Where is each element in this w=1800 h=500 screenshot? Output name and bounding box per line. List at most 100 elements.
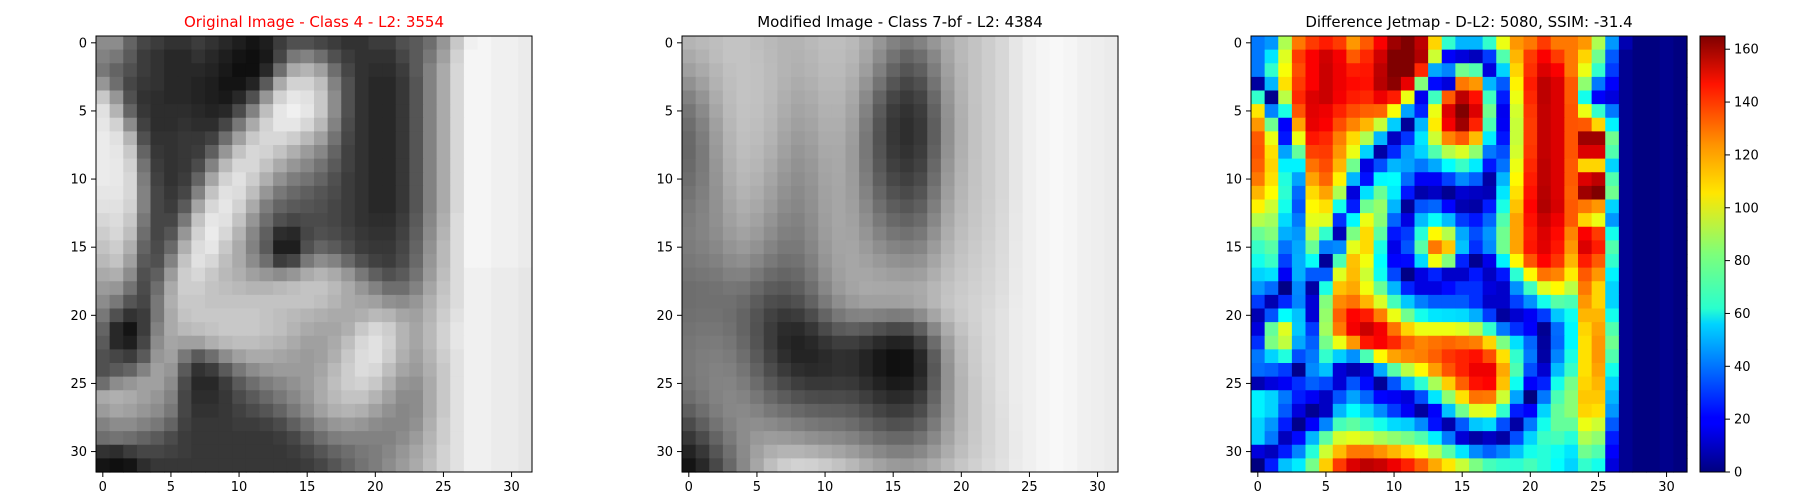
heatmap-cell (177, 36, 192, 51)
y-tick-label: 10 (70, 173, 87, 188)
heatmap-cell (518, 117, 533, 132)
heatmap-cell (191, 226, 206, 241)
heatmap-cell (791, 363, 806, 378)
heatmap-cell (218, 104, 233, 119)
heatmap-cell (1523, 294, 1538, 310)
heatmap-cell (409, 349, 424, 364)
heatmap-cell (1591, 213, 1606, 228)
heatmap-cell (1550, 76, 1565, 92)
heatmap-cell (995, 49, 1010, 64)
heatmap-cell (191, 390, 206, 405)
heatmap-cell (900, 349, 915, 364)
heatmap-cell (1469, 267, 1484, 282)
heatmap-cell (164, 199, 179, 214)
heatmap-cell (1036, 431, 1051, 446)
heatmap-cell (1346, 254, 1361, 269)
heatmap-cell (232, 104, 247, 119)
heatmap-cell (1104, 131, 1119, 146)
heatmap-cell (845, 131, 860, 146)
heatmap-cell (695, 36, 710, 51)
heatmap-cell (354, 335, 370, 350)
heatmap-cell (450, 90, 465, 105)
heatmap-cell (750, 294, 765, 310)
heatmap-cell (1373, 240, 1388, 255)
heatmap-cell (1278, 185, 1293, 201)
heatmap-cell (1469, 76, 1484, 92)
heatmap-cell (409, 458, 424, 473)
heatmap-cell (818, 335, 833, 350)
heatmap-cell (245, 63, 261, 78)
heatmap-cell (831, 281, 847, 296)
heatmap-cell (341, 185, 356, 201)
heatmap-cell (1373, 417, 1388, 432)
heatmap-cell (968, 363, 983, 378)
heatmap-cell (1564, 308, 1579, 323)
heatmap-cell (1469, 444, 1484, 459)
heatmap-cell (1469, 36, 1484, 51)
heatmap-cell (1591, 403, 1606, 419)
heatmap-cell (1509, 213, 1525, 228)
heatmap-cell (1673, 363, 1688, 378)
heatmap-cell (395, 294, 410, 310)
heatmap-cell (1090, 281, 1105, 296)
heatmap-cell (845, 294, 860, 310)
heatmap-cell (695, 185, 710, 201)
heatmap-cell (1469, 390, 1484, 405)
heatmap-cell (791, 281, 806, 296)
heatmap-cell (1036, 131, 1051, 146)
heatmap-cell (136, 267, 152, 282)
heatmap-cell (1063, 281, 1078, 296)
heatmap-cell (981, 240, 996, 255)
heatmap-cell (722, 158, 738, 173)
heatmap-cell (1646, 199, 1661, 214)
heatmap-cell (750, 36, 765, 51)
heatmap-cell (818, 417, 833, 432)
heatmap-cell (1550, 417, 1565, 432)
heatmap-cell (1659, 226, 1674, 241)
heatmap-cell (1264, 376, 1279, 391)
heatmap-cell (1278, 226, 1293, 241)
heatmap-cell (1090, 403, 1105, 419)
heatmap-cell (1550, 240, 1565, 255)
heatmap-cell (1455, 267, 1470, 282)
heatmap-cell (913, 376, 928, 391)
heatmap-cell (777, 403, 792, 419)
heatmap-cell (300, 458, 315, 473)
heatmap-cell (845, 49, 860, 64)
heatmap-cell (804, 199, 819, 214)
heatmap-cell (1291, 403, 1307, 419)
heatmap-cell (1523, 49, 1538, 64)
heatmap-cell (450, 213, 465, 228)
heatmap-cell (872, 117, 887, 132)
heatmap-cell (1332, 226, 1347, 241)
heatmap-cell (1496, 199, 1511, 214)
heatmap-cell (886, 104, 901, 119)
heatmap-cell (504, 349, 519, 364)
x-tick-label: 20 (367, 480, 384, 495)
heatmap-cell (382, 294, 397, 310)
heatmap-cell (750, 308, 765, 323)
heatmap-cell (218, 349, 233, 364)
heatmap-cell (777, 104, 792, 119)
heatmap-cell (1455, 104, 1470, 119)
heatmap-cell (1550, 254, 1565, 269)
heatmap-cell (981, 308, 996, 323)
heatmap-cell (750, 417, 765, 432)
heatmap-cell (1251, 185, 1266, 201)
heatmap-cell (1360, 267, 1375, 282)
heatmap-cell (1509, 363, 1525, 378)
heatmap-cell (1009, 363, 1024, 378)
heatmap-cell (491, 63, 506, 78)
heatmap-cell (341, 431, 356, 446)
heatmap-cell (191, 281, 206, 296)
heatmap-cell (791, 226, 806, 241)
heatmap-cell (1360, 363, 1375, 378)
heatmap-cell (1523, 213, 1538, 228)
heatmap-cell (1009, 444, 1024, 459)
heatmap-cell (722, 131, 738, 146)
heatmap-cell (736, 76, 751, 92)
heatmap-cell (191, 349, 206, 364)
heatmap-cell (314, 49, 329, 64)
heatmap-cell (177, 308, 192, 323)
heatmap-cell (981, 76, 996, 92)
